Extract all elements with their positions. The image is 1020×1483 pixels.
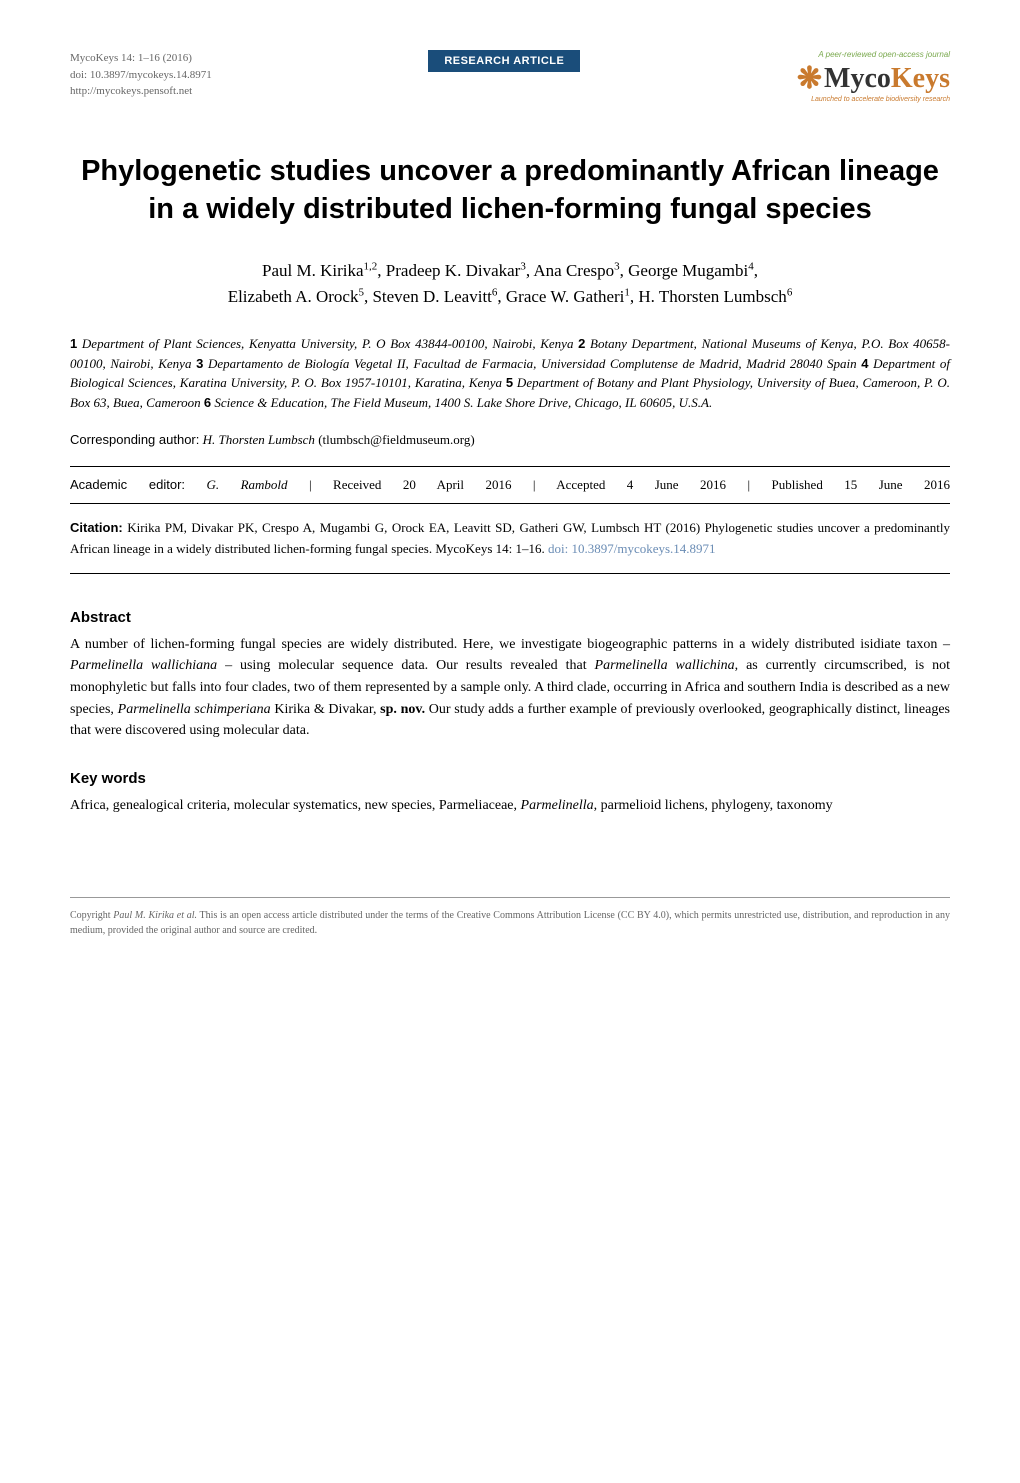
editor-dates-row: Academic editor: G. Rambold | Received 2… bbox=[70, 466, 950, 504]
copyright-footer: Copyright Paul M. Kirika et al. This is … bbox=[70, 897, 950, 938]
journal-citation: MycoKeys 14: 1–16 (2016) bbox=[70, 50, 212, 67]
logo-tagline: Launched to accelerate biodiversity rese… bbox=[811, 96, 950, 103]
peer-review-label: A peer-reviewed open-access journal bbox=[818, 50, 950, 59]
gear-icon: ❋ bbox=[797, 61, 822, 96]
affil-text: Science & Education, The Field Museum, 1… bbox=[211, 395, 712, 410]
author-sep: , Ana Crespo bbox=[526, 261, 614, 280]
citation-block: Citation: Kirika PM, Divakar PK, Crespo … bbox=[70, 518, 950, 573]
citation-label: Citation: bbox=[70, 520, 123, 535]
author-affil-sup: 1,2 bbox=[364, 261, 378, 273]
genus-name: Parmelinella bbox=[521, 798, 594, 813]
affil-text: Department of Plant Sciences, Kenyatta U… bbox=[77, 336, 578, 351]
affiliations: 1 Department of Plant Sciences, Kenyatta… bbox=[70, 334, 950, 412]
affil-text: Departamento de Biología Vegetal II, Fac… bbox=[203, 356, 861, 371]
citation-doi[interactable]: doi: 10.3897/mycokeys.14.8971 bbox=[548, 541, 716, 556]
corresponding-author: Corresponding author: H. Thorsten Lumbsc… bbox=[70, 432, 950, 448]
received-date: | Received 20 April 2016 bbox=[309, 477, 512, 492]
abstract-heading: Abstract bbox=[70, 609, 950, 626]
published-date: | Published 15 June 2016 bbox=[726, 477, 950, 492]
article-type-badge: RESEARCH ARTICLE bbox=[428, 50, 580, 72]
journal-url[interactable]: http://mycokeys.pensoft.net bbox=[70, 85, 192, 97]
abstract-part: Kirika & Divakar, bbox=[271, 702, 380, 717]
author-sep: , Grace W. Gatheri bbox=[497, 287, 624, 306]
journal-logo: A peer-reviewed open-access journal ❋ My… bbox=[797, 50, 950, 103]
author-affil-sup: 6 bbox=[787, 286, 793, 298]
copyright-prefix: Copyright bbox=[70, 910, 113, 921]
corresponding-label: Corresponding author: bbox=[70, 432, 199, 447]
species-name: Parmelinella wallichina bbox=[595, 658, 735, 673]
editor-name: G. Rambold bbox=[185, 477, 309, 492]
accepted-date: | Accepted 4 June 2016 bbox=[511, 477, 726, 492]
affil-number: 4 bbox=[861, 356, 868, 371]
author-name: Elizabeth A. Orock bbox=[228, 287, 359, 306]
abstract-text: A number of lichen-forming fungal specie… bbox=[70, 634, 950, 742]
author-sep: , George Mugambi bbox=[620, 261, 749, 280]
author-sep: , H. Thorsten Lumbsch bbox=[630, 287, 787, 306]
authors: Paul M. Kirika1,2, Pradeep K. Divakar3, … bbox=[70, 258, 950, 309]
logo-text: ❋ MycoKeys bbox=[797, 61, 950, 96]
keywords-part: Africa, genealogical criteria, molecular… bbox=[70, 798, 521, 813]
species-name: Parmelinella schimperiana bbox=[118, 702, 271, 717]
author-sep: , Steven D. Leavitt bbox=[364, 287, 492, 306]
sp-nov: sp. nov. bbox=[380, 702, 425, 717]
species-name: Parmelinella wallichiana bbox=[70, 658, 217, 673]
journal-meta: MycoKeys 14: 1–16 (2016) doi: 10.3897/my… bbox=[70, 50, 212, 100]
editor-label: Academic editor: bbox=[70, 477, 185, 492]
author-sep: , bbox=[754, 261, 758, 280]
citation-text: Kirika PM, Divakar PK, Crespo A, Mugambi… bbox=[70, 520, 950, 555]
logo-prefix: Myco bbox=[824, 63, 891, 95]
keywords-part: , parmelioid lichens, phylogeny, taxonom… bbox=[594, 798, 833, 813]
copyright-text: This is an open access article distribut… bbox=[70, 910, 950, 936]
header-row: MycoKeys 14: 1–16 (2016) doi: 10.3897/my… bbox=[70, 50, 950, 103]
keywords-heading: Key words bbox=[70, 770, 950, 787]
abstract-part: – using molecular sequence data. Our res… bbox=[217, 658, 594, 673]
logo-suffix: Keys bbox=[891, 63, 950, 95]
abstract-part: A number of lichen-forming fungal specie… bbox=[70, 637, 950, 652]
affil-number: 6 bbox=[204, 395, 211, 410]
copyright-author: Paul M. Kirika et al. bbox=[113, 910, 197, 921]
author-name: Paul M. Kirika bbox=[262, 261, 364, 280]
journal-doi: doi: 10.3897/mycokeys.14.8971 bbox=[70, 67, 212, 84]
keywords-text: Africa, genealogical criteria, molecular… bbox=[70, 795, 950, 817]
corresponding-email: (tlumbsch@fieldmuseum.org) bbox=[318, 432, 475, 447]
article-title: Phylogenetic studies uncover a predomina… bbox=[70, 153, 950, 228]
corresponding-name: H. Thorsten Lumbsch bbox=[199, 432, 318, 447]
author-sep: , Pradeep K. Divakar bbox=[377, 261, 520, 280]
